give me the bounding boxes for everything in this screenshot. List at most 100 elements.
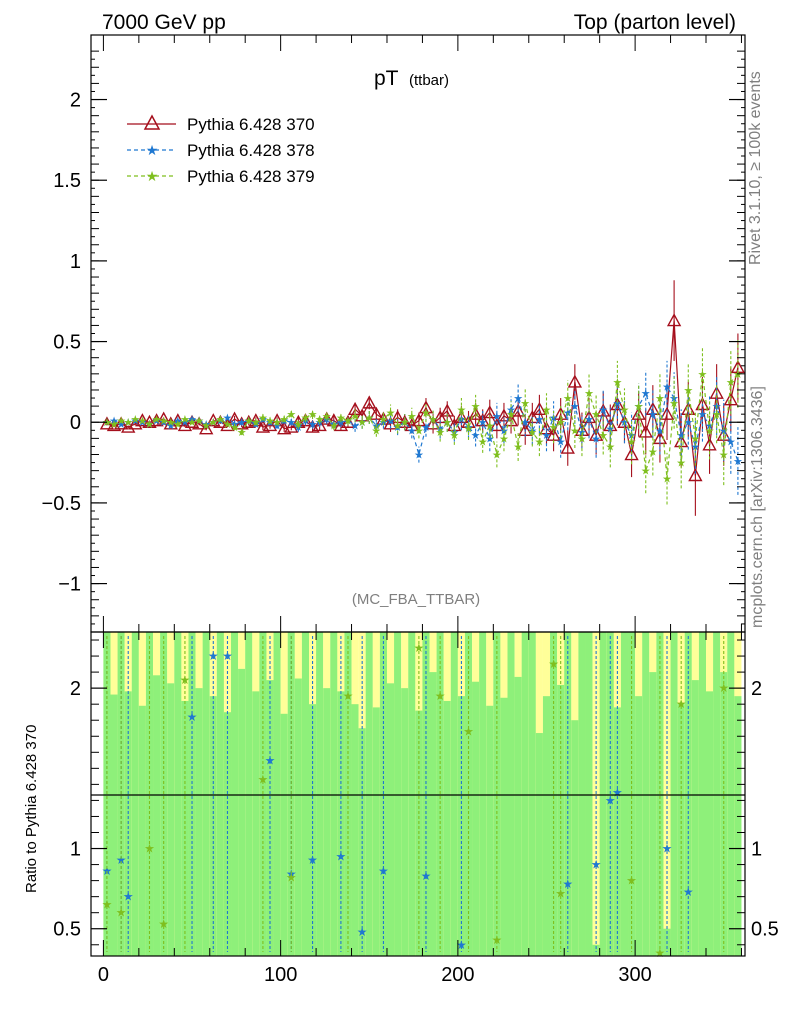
data-point: ★ [130,416,140,428]
band-green [571,720,579,956]
data-point: ★ [527,427,537,439]
data-point: ★ [244,416,254,428]
band-green [727,632,735,956]
band-green [698,632,707,956]
band-green [110,694,118,956]
y-tick-label: 0.5 [53,332,81,354]
data-point: ★ [612,398,622,410]
data-point: ★ [698,369,708,381]
legend-label-370: Pythia 6.428 370 [187,115,315,134]
ratio-point: ★ [491,933,502,947]
band-green [351,704,359,956]
band-green [670,632,678,956]
ratio-point: ★ [286,870,297,884]
legend-entry-370: Pythia 6.428 370 [127,114,315,134]
data-point: ★ [683,385,693,397]
data-point: ★ [669,393,679,405]
data-point [468,406,483,420]
data-point: ★ [329,420,339,432]
data-point: ★ [577,433,587,445]
data-point: ★ [215,416,225,428]
band-green [472,681,480,956]
data-point: ★ [258,412,268,424]
data-point: ★ [499,425,509,437]
data-point: ★ [393,420,403,432]
data-point: ★ [301,412,311,424]
data-point: ★ [343,416,353,428]
data-point: ★ [442,417,452,429]
data-point: ★ [159,417,169,429]
data-point: ★ [570,425,580,437]
data-point: ★ [251,417,261,429]
band-green [273,632,281,956]
y-tick-label: −1 [58,574,81,596]
ratio-point: ★ [102,864,113,878]
ratio-point: ★ [463,724,474,738]
band-green [734,696,742,956]
data-point: ★ [159,416,169,428]
data-point: ★ [577,427,587,439]
data-point: ★ [421,408,431,420]
rivet-version-label: Rivet 3.1.10, ≥ 100k events [747,71,764,265]
band-green [535,733,543,956]
data-point: ★ [591,409,601,421]
band-green [528,632,536,956]
ratio-point: ★ [208,649,219,663]
data-point: ★ [627,430,637,442]
plot-title-sub: (ttbar) [409,72,449,89]
data-point: ★ [286,409,296,421]
legend-entry-379: ★ Pythia 6.428 379 [127,167,315,186]
data-point: ★ [513,393,523,405]
data-point: ★ [272,420,282,432]
ratio-point: ★ [116,906,127,920]
data-point: ★ [570,401,580,413]
ratio-point: ★ [116,853,127,867]
band-green [365,632,373,956]
data-point: ★ [357,417,367,429]
band-green [642,632,650,956]
ratio-y-tick-label-right: 0.5 [751,919,779,941]
data-point: ★ [648,446,658,458]
data-point: ★ [343,416,353,428]
band-green [174,632,182,956]
data-point: ★ [690,433,700,445]
data-point: ★ [563,393,573,405]
y-tick-label: −0.5 [42,493,81,515]
y-tick-label: 0 [70,412,81,434]
data-point: ★ [471,401,481,413]
data-point [156,411,171,425]
plot-title: pT [374,67,399,90]
band-green [401,688,409,956]
band-green [691,680,699,956]
data-point [702,437,717,451]
ratio-point: ★ [187,710,198,724]
band-green [649,672,657,956]
data-point: ★ [109,419,119,431]
data-point: ★ [520,398,530,410]
data-point [659,406,675,420]
data-point [113,416,129,430]
ratio-point: ★ [307,853,318,867]
band-green [195,688,203,956]
data-point: ★ [683,417,693,429]
ratio-point: ★ [605,793,616,807]
ratio-point: ★ [123,890,134,904]
data-point: ★ [379,414,389,426]
data-point: ★ [598,404,608,416]
data-point: ★ [109,416,119,428]
band-green [216,632,224,956]
main-series-group: ★★★★★★★★★★★★★★★★★★★★★★★★★★★★★★★★★★★★★★★★… [99,280,746,516]
band-green [223,712,232,956]
data-point: ★ [598,430,608,442]
ratio-uncertainty-band [103,632,742,956]
ratio-point: ★ [683,885,694,899]
data-point: ★ [400,417,410,429]
band-green [394,632,402,956]
analysis-tag: (MC_FBA_TTBAR) [352,591,480,608]
data-point: ★ [534,414,544,426]
data-point: ★ [690,441,700,453]
data-point: ★ [449,430,459,442]
data-point: ★ [556,437,566,449]
data-point: ★ [371,425,381,437]
band-green [514,676,522,956]
